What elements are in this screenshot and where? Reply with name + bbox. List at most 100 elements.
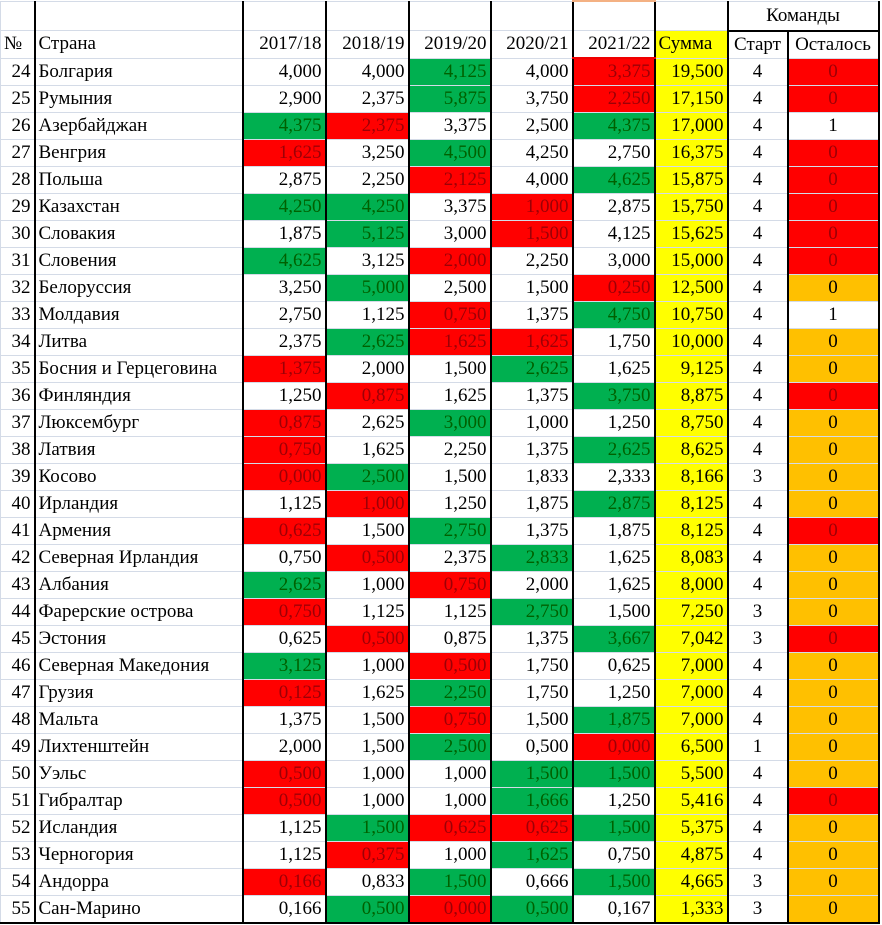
rank-cell[interactable]: 44: [0, 598, 35, 626]
sum-cell[interactable]: 7,000: [653, 679, 728, 707]
score-cell-2019-20[interactable]: 2,375: [407, 544, 491, 572]
score-cell-2018-19[interactable]: 1,000: [324, 490, 409, 518]
rank-cell[interactable]: 35: [0, 355, 35, 383]
rank-cell[interactable]: 45: [0, 625, 35, 653]
start-teams-cell[interactable]: 3: [726, 598, 788, 626]
sum-cell[interactable]: 15,875: [653, 166, 728, 194]
score-cell-2021-22[interactable]: 1,875: [571, 517, 655, 545]
remaining-teams-cell[interactable]: 0: [786, 625, 880, 653]
sum-cell[interactable]: 5,500: [653, 760, 728, 788]
score-cell-2020-21[interactable]: 1,375: [489, 382, 573, 410]
score-cell-2018-19[interactable]: 2,250: [324, 166, 409, 194]
score-cell-2021-22[interactable]: 1,875: [571, 706, 655, 734]
score-cell-2019-20[interactable]: 2,125: [407, 166, 491, 194]
start-teams-cell[interactable]: 4: [726, 841, 788, 869]
sum-cell[interactable]: 8,000: [653, 571, 728, 599]
score-cell-2017-18[interactable]: 2,000: [241, 733, 326, 761]
score-cell-2021-22[interactable]: 1,625: [571, 355, 655, 383]
cell[interactable]: [489, 0, 573, 31]
column-header-sum[interactable]: Сумма: [653, 30, 728, 59]
score-cell-2019-20[interactable]: 2,250: [407, 679, 491, 707]
country-cell[interactable]: Ирландия: [33, 490, 243, 518]
start-teams-cell[interactable]: 4: [726, 409, 788, 437]
remaining-teams-cell[interactable]: 0: [786, 841, 880, 869]
country-cell[interactable]: Исландия: [33, 814, 243, 842]
score-cell-2017-18[interactable]: 4,375: [241, 112, 326, 140]
remaining-teams-cell[interactable]: 0: [786, 355, 880, 383]
score-cell-2021-22[interactable]: 2,875: [571, 193, 655, 221]
remaining-teams-cell[interactable]: 0: [786, 490, 880, 518]
sum-cell[interactable]: 7,042: [653, 625, 728, 653]
cell[interactable]: [0, 0, 35, 31]
remaining-teams-cell[interactable]: 1: [786, 112, 880, 140]
column-header-2020-21[interactable]: 2020/21: [489, 30, 573, 59]
sum-cell[interactable]: 9,125: [653, 355, 728, 383]
score-cell-2018-19[interactable]: 0,500: [324, 895, 409, 924]
start-teams-cell[interactable]: 4: [726, 166, 788, 194]
sum-cell[interactable]: 8,125: [653, 517, 728, 545]
sum-cell[interactable]: 12,500: [653, 274, 728, 302]
score-cell-2021-22[interactable]: 3,667: [571, 625, 655, 653]
score-cell-2018-19[interactable]: 0,875: [324, 382, 409, 410]
remaining-teams-cell[interactable]: 0: [786, 220, 880, 248]
column-header-country[interactable]: Страна: [33, 30, 243, 59]
score-cell-2020-21[interactable]: 2,500: [489, 112, 573, 140]
rank-cell[interactable]: 46: [0, 652, 35, 680]
country-cell[interactable]: Люксембург: [33, 409, 243, 437]
teams-group-header[interactable]: Команды: [726, 0, 880, 32]
score-cell-2021-22[interactable]: 1,750: [571, 328, 655, 356]
remaining-teams-cell[interactable]: 1: [786, 301, 880, 329]
score-cell-2017-18[interactable]: 0,125: [241, 679, 326, 707]
start-teams-cell[interactable]: 4: [726, 436, 788, 464]
score-cell-2019-20[interactable]: 1,250: [407, 490, 491, 518]
score-cell-2020-21[interactable]: 1,625: [489, 328, 573, 356]
score-cell-2021-22[interactable]: 4,750: [571, 301, 655, 329]
score-cell-2021-22[interactable]: 3,375: [571, 57, 655, 86]
remaining-teams-cell[interactable]: 0: [786, 139, 880, 167]
start-teams-cell[interactable]: 4: [726, 760, 788, 788]
score-cell-2017-18[interactable]: 1,125: [241, 814, 326, 842]
country-cell[interactable]: Гибралтар: [33, 787, 243, 815]
start-teams-cell[interactable]: 4: [726, 571, 788, 599]
score-cell-2020-21[interactable]: 0,500: [489, 895, 573, 924]
score-cell-2017-18[interactable]: 0,500: [241, 760, 326, 788]
score-cell-2020-21[interactable]: 2,000: [489, 571, 573, 599]
country-cell[interactable]: Молдавия: [33, 301, 243, 329]
score-cell-2018-19[interactable]: 3,125: [324, 247, 409, 275]
score-cell-2019-20[interactable]: 0,000: [407, 895, 491, 924]
country-cell[interactable]: Босния и Герцеговина: [33, 355, 243, 383]
remaining-teams-cell[interactable]: 0: [786, 166, 880, 194]
score-cell-2018-19[interactable]: 2,000: [324, 355, 409, 383]
score-cell-2018-19[interactable]: 3,250: [324, 139, 409, 167]
sum-cell[interactable]: 17,000: [653, 112, 728, 140]
score-cell-2020-21[interactable]: 4,250: [489, 139, 573, 167]
score-cell-2018-19[interactable]: 5,000: [324, 274, 409, 302]
column-header-2018-19[interactable]: 2018/19: [324, 30, 409, 59]
column-header-remaining[interactable]: Осталось: [786, 30, 880, 59]
score-cell-2020-21[interactable]: 0,666: [489, 868, 573, 896]
start-teams-cell[interactable]: 4: [726, 706, 788, 734]
score-cell-2017-18[interactable]: 4,625: [241, 247, 326, 275]
remaining-teams-cell[interactable]: 0: [786, 868, 880, 896]
country-cell[interactable]: Черногория: [33, 841, 243, 869]
remaining-teams-cell[interactable]: 0: [786, 814, 880, 842]
score-cell-2017-18[interactable]: 0,750: [241, 598, 326, 626]
rank-cell[interactable]: 29: [0, 193, 35, 221]
score-cell-2018-19[interactable]: 1,125: [324, 598, 409, 626]
sum-cell[interactable]: 15,625: [653, 220, 728, 248]
sum-cell[interactable]: 4,665: [653, 868, 728, 896]
score-cell-2018-19[interactable]: 5,125: [324, 220, 409, 248]
score-cell-2018-19[interactable]: 0,375: [324, 841, 409, 869]
column-header-start[interactable]: Старт: [726, 30, 788, 59]
start-teams-cell[interactable]: 4: [726, 652, 788, 680]
score-cell-2017-18[interactable]: 1,375: [241, 706, 326, 734]
score-cell-2020-21[interactable]: 1,750: [489, 679, 573, 707]
score-cell-2017-18[interactable]: 0,750: [241, 544, 326, 572]
score-cell-2021-22[interactable]: 4,125: [571, 220, 655, 248]
score-cell-2018-19[interactable]: 0,500: [324, 544, 409, 572]
rank-cell[interactable]: 26: [0, 112, 35, 140]
start-teams-cell[interactable]: 3: [726, 463, 788, 491]
score-cell-2018-19[interactable]: 1,000: [324, 760, 409, 788]
country-cell[interactable]: Польша: [33, 166, 243, 194]
sum-cell[interactable]: 6,500: [653, 733, 728, 761]
